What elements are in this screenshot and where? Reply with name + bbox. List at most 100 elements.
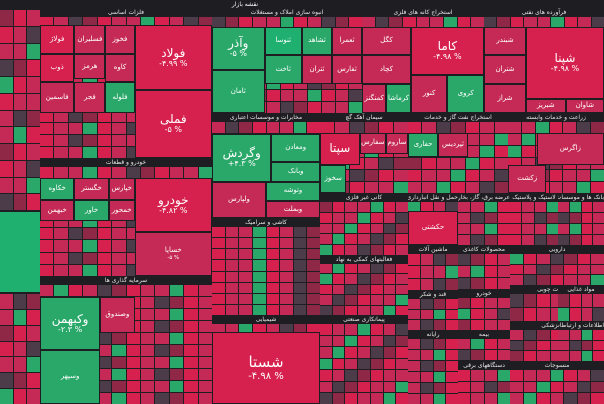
stock-tile-0-10[interactable]: فاسمین bbox=[40, 81, 75, 113]
small-stock-tile[interactable] bbox=[458, 309, 471, 319]
small-stock-tile[interactable] bbox=[280, 249, 293, 260]
small-stock-tile[interactable] bbox=[564, 381, 577, 393]
small-stock-tile[interactable] bbox=[140, 357, 155, 368]
small-stock-tile[interactable] bbox=[332, 223, 345, 234]
small-stock-tile[interactable] bbox=[370, 335, 383, 347]
small-stock-tile[interactable] bbox=[484, 213, 497, 223]
small-stock-tile[interactable] bbox=[40, 135, 54, 147]
small-stock-tile[interactable] bbox=[546, 202, 558, 212]
stock-tile-8-0[interactable]: زاگرس bbox=[536, 132, 604, 165]
small-stock-tile[interactable] bbox=[446, 299, 458, 309]
small-stock-tile[interactable] bbox=[422, 158, 436, 169]
small-stock-tile[interactable] bbox=[83, 228, 97, 240]
small-stock-tile[interactable] bbox=[433, 372, 446, 382]
small-stock-tile[interactable] bbox=[577, 275, 591, 285]
small-stock-tile[interactable] bbox=[345, 223, 358, 234]
small-stock-tile[interactable] bbox=[458, 266, 471, 277]
small-stock-tile[interactable] bbox=[155, 357, 169, 368]
small-stock-tile[interactable] bbox=[83, 252, 97, 264]
small-stock-tile[interactable] bbox=[280, 227, 293, 238]
small-stock-tile[interactable] bbox=[522, 213, 534, 223]
small-stock-tile[interactable] bbox=[433, 383, 446, 393]
small-stock-tile[interactable] bbox=[140, 309, 155, 320]
small-stock-tile[interactable] bbox=[497, 17, 510, 29]
small-stock-tile[interactable] bbox=[563, 170, 577, 181]
small-stock-tile[interactable] bbox=[420, 299, 433, 309]
small-stock-tile[interactable] bbox=[320, 305, 332, 315]
small-stock-tile[interactable] bbox=[13, 294, 27, 309]
small-stock-tile[interactable] bbox=[0, 26, 13, 43]
small-stock-tile[interactable] bbox=[465, 170, 480, 181]
small-stock-tile[interactable] bbox=[471, 213, 484, 223]
small-stock-tile[interactable] bbox=[471, 370, 484, 381]
small-stock-tile[interactable] bbox=[97, 215, 112, 228]
small-stock-tile[interactable] bbox=[370, 284, 383, 295]
stock-tile-3-1[interactable]: شبندر bbox=[484, 26, 526, 56]
small-stock-tile[interactable] bbox=[558, 224, 569, 234]
small-stock-tile[interactable] bbox=[239, 17, 253, 29]
small-stock-tile[interactable] bbox=[266, 293, 280, 304]
small-stock-tile[interactable] bbox=[54, 252, 68, 264]
small-stock-tile[interactable] bbox=[68, 111, 83, 123]
small-stock-tile[interactable] bbox=[294, 17, 308, 29]
small-stock-tile[interactable] bbox=[332, 370, 345, 381]
small-stock-tile[interactable] bbox=[112, 167, 126, 179]
small-stock-tile[interactable] bbox=[0, 93, 13, 110]
stock-tile-4-7[interactable]: خمحور bbox=[108, 199, 135, 222]
stock-tile-1-4[interactable]: ثشاهد bbox=[302, 26, 332, 56]
small-stock-tile[interactable] bbox=[510, 202, 522, 212]
small-stock-tile[interactable] bbox=[266, 282, 280, 293]
stock-tile-5-4[interactable]: وتوشه bbox=[266, 181, 320, 201]
small-stock-tile[interactable] bbox=[294, 101, 308, 113]
small-stock-tile[interactable] bbox=[550, 351, 564, 361]
small-stock-tile[interactable] bbox=[471, 17, 484, 29]
small-stock-tile[interactable] bbox=[40, 240, 54, 252]
small-stock-tile[interactable] bbox=[383, 245, 396, 255]
small-stock-tile[interactable] bbox=[523, 308, 537, 321]
small-stock-tile[interactable] bbox=[524, 17, 537, 29]
small-stock-tile[interactable] bbox=[394, 158, 408, 169]
small-stock-tile[interactable] bbox=[465, 122, 480, 133]
small-stock-tile[interactable] bbox=[54, 215, 68, 228]
small-stock-tile[interactable] bbox=[184, 285, 198, 296]
small-stock-tile[interactable] bbox=[593, 351, 604, 361]
small-stock-tile[interactable] bbox=[593, 235, 604, 245]
small-stock-tile[interactable] bbox=[212, 260, 225, 271]
small-stock-tile[interactable] bbox=[155, 309, 169, 320]
small-stock-tile[interactable] bbox=[13, 26, 27, 43]
small-stock-tile[interactable] bbox=[370, 358, 383, 370]
small-stock-tile[interactable] bbox=[564, 264, 577, 275]
stock-tile-1-3[interactable]: ثاخت bbox=[264, 55, 302, 85]
small-stock-tile[interactable] bbox=[345, 274, 358, 284]
small-stock-tile[interactable] bbox=[112, 135, 126, 147]
small-stock-tile[interactable] bbox=[593, 224, 604, 234]
small-stock-tile[interactable] bbox=[537, 17, 551, 29]
small-stock-tile[interactable] bbox=[345, 264, 358, 274]
small-stock-tile[interactable] bbox=[408, 394, 420, 404]
small-stock-tile[interactable] bbox=[280, 293, 293, 304]
small-stock-tile[interactable] bbox=[155, 333, 169, 344]
small-stock-tile[interactable] bbox=[184, 167, 198, 179]
small-stock-tile[interactable] bbox=[591, 370, 604, 381]
small-stock-tile[interactable] bbox=[510, 213, 522, 223]
small-stock-tile[interactable] bbox=[239, 271, 252, 282]
small-stock-tile[interactable] bbox=[83, 17, 97, 28]
small-stock-tile[interactable] bbox=[112, 345, 126, 356]
small-stock-tile[interactable] bbox=[184, 345, 198, 356]
small-stock-tile[interactable] bbox=[184, 17, 198, 28]
small-stock-tile[interactable] bbox=[13, 177, 27, 194]
small-stock-tile[interactable] bbox=[212, 271, 225, 282]
small-stock-tile[interactable] bbox=[471, 235, 484, 245]
stock-tile-1-5[interactable]: ثعمرا bbox=[332, 26, 362, 56]
small-stock-tile[interactable] bbox=[198, 309, 212, 320]
small-stock-tile[interactable] bbox=[293, 293, 307, 304]
small-stock-tile[interactable] bbox=[212, 324, 225, 335]
small-stock-tile[interactable] bbox=[335, 17, 349, 29]
small-stock-tile[interactable] bbox=[403, 17, 416, 29]
small-stock-tile[interactable] bbox=[383, 274, 396, 284]
small-stock-tile[interactable] bbox=[294, 89, 308, 101]
small-stock-tile[interactable] bbox=[140, 333, 155, 344]
small-stock-tile[interactable] bbox=[358, 284, 370, 295]
small-stock-tile[interactable] bbox=[358, 324, 370, 335]
small-stock-tile[interactable] bbox=[471, 393, 484, 404]
